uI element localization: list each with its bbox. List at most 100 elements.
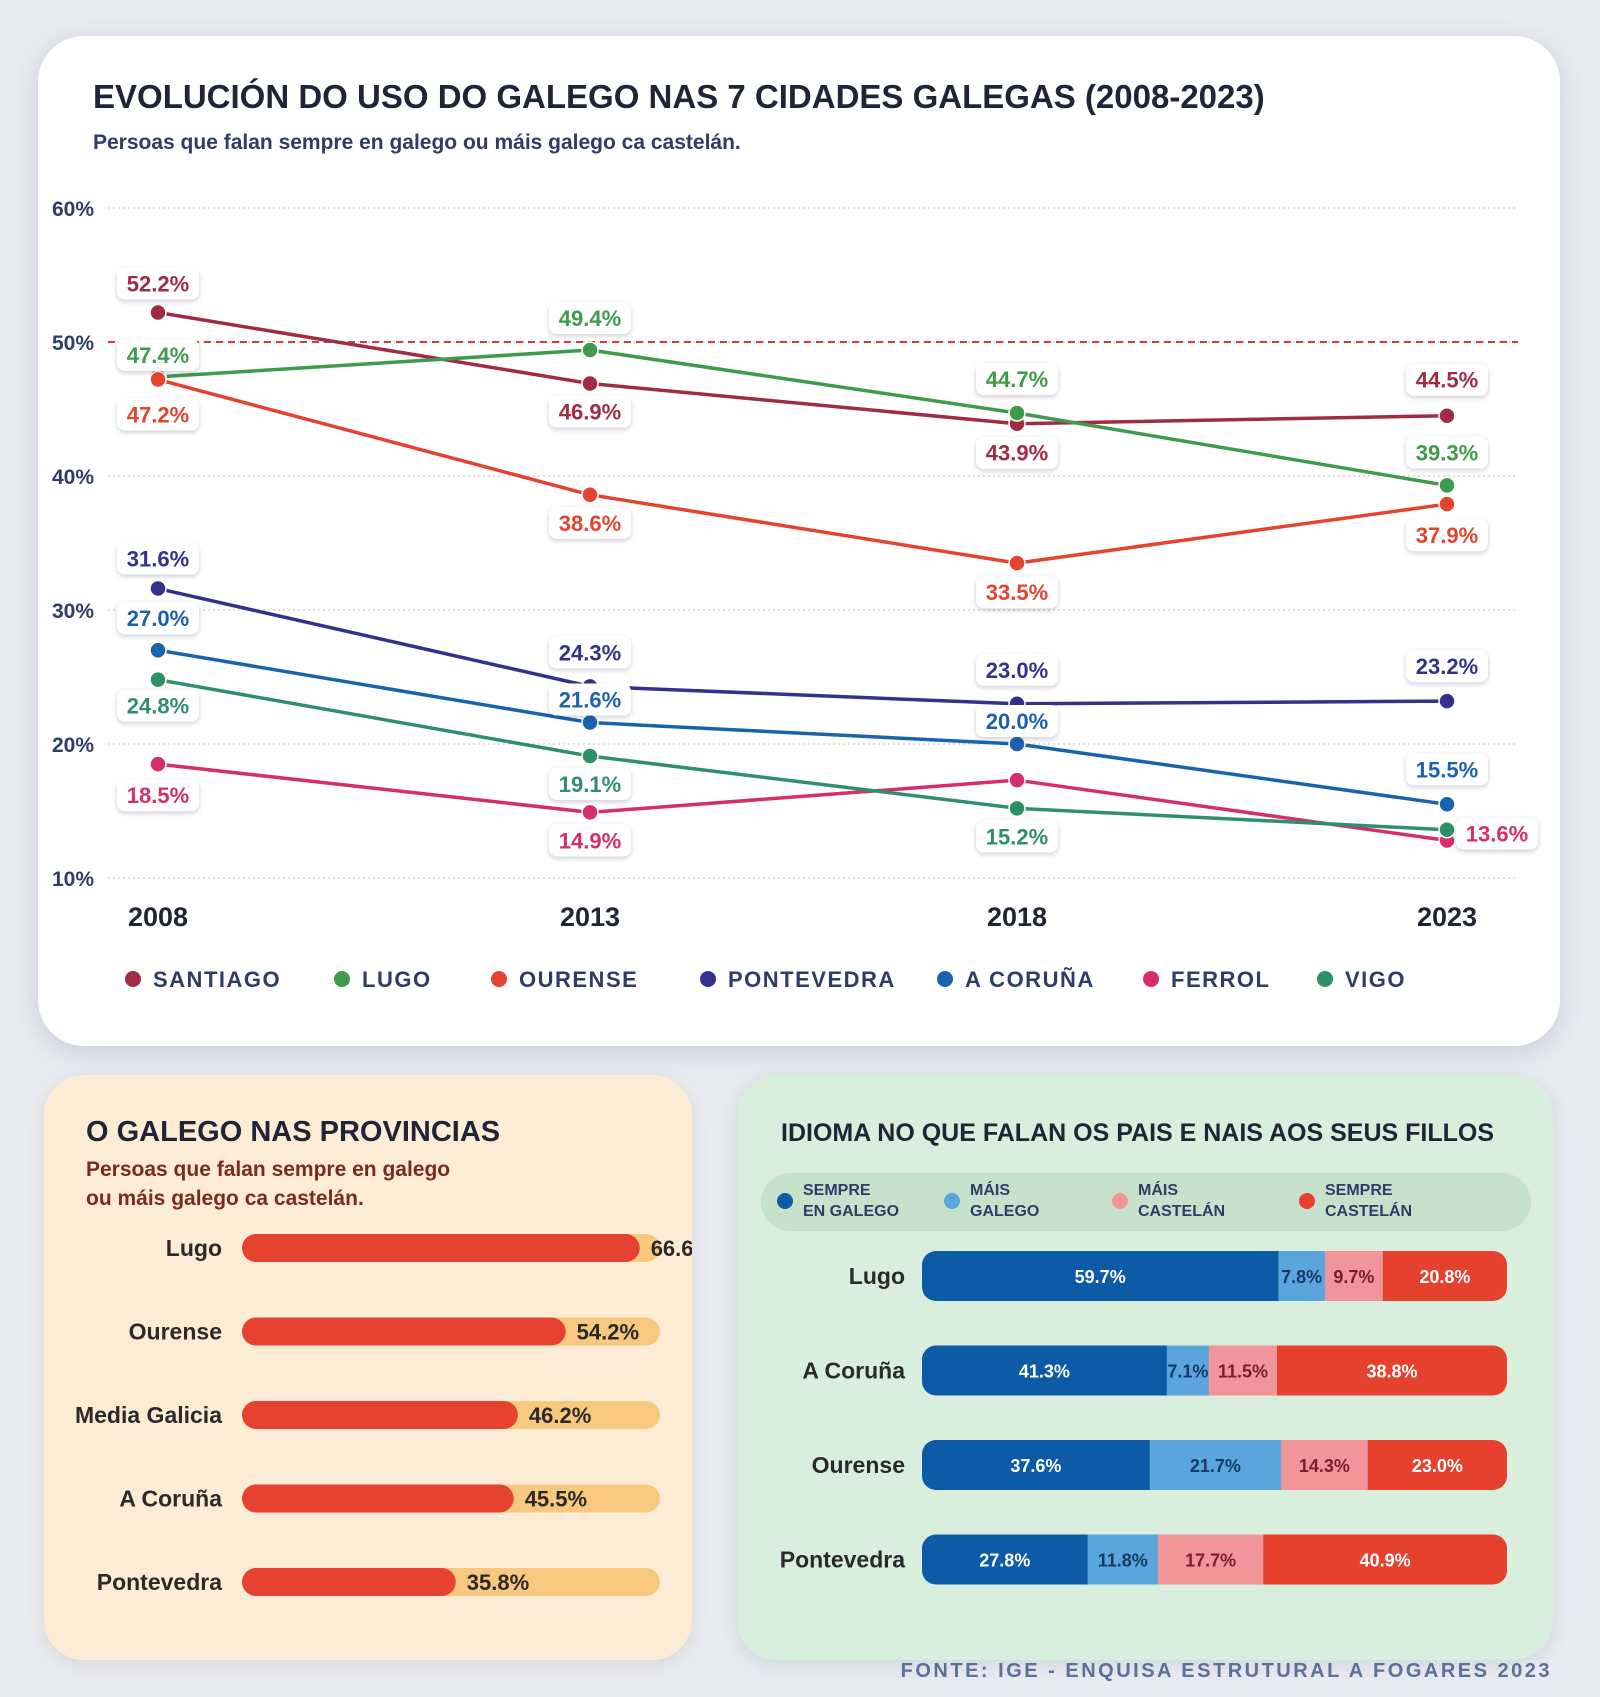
data-label-a-coruna: 27.0% — [127, 606, 189, 631]
province-value-label: 35.8% — [467, 1570, 529, 1595]
data-point-ferrol — [1008, 771, 1026, 789]
legend-label-sempre-castelan: CASTELÁN — [1325, 1201, 1412, 1220]
legend-label-sempre-en-galego: EN GALEGO — [803, 1203, 899, 1220]
stacked-segment-mais-castelan — [1208, 1345, 1278, 1396]
x-tick-label: 2013 — [560, 902, 620, 932]
data-label-pill — [117, 267, 199, 300]
segment-value-label: 20.8% — [1419, 1267, 1470, 1287]
legend-label-ferrol: FERROL — [1171, 967, 1270, 992]
y-tick-label: 40% — [52, 466, 94, 489]
data-label-pill — [1456, 817, 1538, 850]
stacked-segment-mais-galego — [1166, 1345, 1210, 1396]
legend-label-mais-galego: MÁIS — [970, 1180, 1010, 1199]
data-label-pill — [549, 683, 631, 716]
parents-legend-bar — [761, 1173, 1531, 1231]
y-tick-label: 60% — [52, 198, 94, 221]
data-label-pill — [117, 338, 199, 371]
data-point-ourense — [581, 486, 599, 504]
data-point-a-coruna — [149, 641, 167, 659]
data-point-lugo — [581, 341, 599, 359]
data-label-ourense: 33.5% — [986, 580, 1048, 605]
province-bar — [242, 1484, 514, 1513]
data-point-ourense — [149, 370, 167, 389]
data-label-lugo: 39.3% — [1416, 440, 1478, 465]
stacked-row — [922, 1251, 1507, 1301]
y-tick-label: 30% — [52, 600, 94, 623]
data-label-layer: 52.2% 46.9% 43.9% 44.5% 47.4% 49.4% 44.7% 39.3%… — [117, 267, 1538, 857]
data-label-pill — [549, 824, 631, 857]
data-label-a-coruna: 21.6% — [559, 688, 621, 713]
legend-marker-ferrol — [1143, 971, 1159, 987]
province-label: A Coruña — [119, 1486, 222, 1512]
stacked-segment-sempre-castelan — [1277, 1345, 1507, 1396]
province-value-label: 54.2% — [577, 1320, 639, 1345]
stacked-segment-sempre-castelan — [1382, 1251, 1507, 1301]
stacked-segment-sempre-castelan — [1367, 1440, 1507, 1490]
legend-marker-pontevedra — [700, 971, 716, 987]
line-chart: EVOLUCIÓN DO USO DO GALEGO NAS 7 CIDADES… — [52, 78, 1538, 992]
data-point-pontevedra — [149, 579, 167, 598]
data-label-ourense: 37.9% — [1416, 523, 1478, 548]
legend-marker-sempre-castelan — [1299, 1193, 1315, 1209]
segment-value-label: 37.6% — [1010, 1456, 1061, 1476]
province-value-label: 46.2% — [529, 1403, 591, 1428]
data-label-pill — [976, 436, 1058, 469]
legend-marker-a-coruna — [937, 971, 953, 987]
series-line-vigo — [157, 677, 1448, 832]
data-label-lugo: 47.4% — [127, 343, 189, 368]
stacked-segment-mais-castelan — [1157, 1534, 1264, 1585]
data-point-lugo — [1008, 404, 1026, 422]
stacked-segment-sempre-en-galego — [922, 1345, 1168, 1396]
legend-label-pontevedra: PONTEVEDRA — [728, 967, 896, 992]
data-label-lugo: 44.7% — [986, 367, 1048, 392]
data-label-pill — [976, 653, 1058, 686]
data-point-vigo — [1438, 821, 1456, 839]
segment-value-label: 27.8% — [979, 1551, 1030, 1571]
data-label-ferrol: 14.9% — [559, 828, 621, 853]
data-label-pill — [549, 506, 631, 539]
segment-value-label: 7.1% — [1167, 1362, 1208, 1382]
province-bar — [242, 1568, 456, 1596]
data-point-a-coruna — [1438, 795, 1456, 814]
data-point-vigo — [149, 670, 167, 689]
parents-category-label: Pontevedra — [780, 1547, 905, 1573]
data-label-pill — [1406, 650, 1488, 683]
y-tick-label: 20% — [52, 734, 94, 757]
stacked-segment-mais-galego — [1278, 1251, 1326, 1301]
legend-label-santiago: SANTIAGO — [153, 967, 281, 992]
segment-value-label: 9.7% — [1333, 1267, 1374, 1287]
segment-value-label: 23.0% — [1412, 1456, 1463, 1476]
data-label-pill — [1406, 753, 1488, 786]
data-label-ferrol: 13.6% — [1466, 821, 1528, 846]
stacked-segment-sempre-en-galego — [922, 1251, 1279, 1301]
provinces-card: O GALEGO NAS PROVINCIAS Persoas que falan… — [44, 1075, 692, 1660]
data-label-a-coruna: 15.5% — [1416, 757, 1478, 782]
stacked-row — [922, 1440, 1507, 1490]
provinces-subtitle-line: ou máis galego ca castelán. — [86, 1187, 364, 1210]
data-label-pill — [1406, 363, 1488, 396]
data-point-ourense — [1438, 495, 1456, 513]
x-tick-label: 2018 — [987, 902, 1047, 932]
legend-label-sempre-en-galego: SEMPRE — [803, 1182, 871, 1199]
data-label-pill — [117, 398, 199, 431]
segment-value-label: 14.3% — [1299, 1456, 1350, 1476]
legend-label-ourense: OURENSE — [519, 967, 638, 992]
parents-category-label: A Coruña — [802, 1358, 905, 1384]
legend-label-mais-galego: GALEGO — [970, 1203, 1039, 1220]
data-label-pill — [117, 542, 199, 575]
data-label-pill — [549, 768, 631, 801]
legend-marker-ourense — [491, 971, 507, 987]
source-note: FONTE: IGE - ENQUISA ESTRUTURAL A FOGARE… — [900, 1660, 1552, 1682]
chart-title: EVOLUCIÓN DO USO DO GALEGO NAS 7 CIDADES… — [93, 78, 1265, 115]
data-label-pill — [549, 636, 631, 669]
legend-label-mais-castelan: MÁIS — [1138, 1180, 1178, 1199]
x-tick-label: 2008 — [128, 902, 188, 932]
stacked-segment-mais-castelan — [1281, 1440, 1369, 1490]
segment-value-label: 11.8% — [1098, 1551, 1148, 1571]
data-label-pill — [976, 363, 1058, 396]
legend-label-mais-castelan: CASTELÁN — [1138, 1201, 1225, 1220]
province-bar — [242, 1401, 518, 1429]
segment-value-label: 41.3% — [1019, 1362, 1070, 1382]
line-chart-card: EVOLUCIÓN DO USO DO GALEGO NAS 7 CIDADES… — [38, 36, 1560, 1046]
data-point-pontevedra — [1438, 692, 1456, 710]
